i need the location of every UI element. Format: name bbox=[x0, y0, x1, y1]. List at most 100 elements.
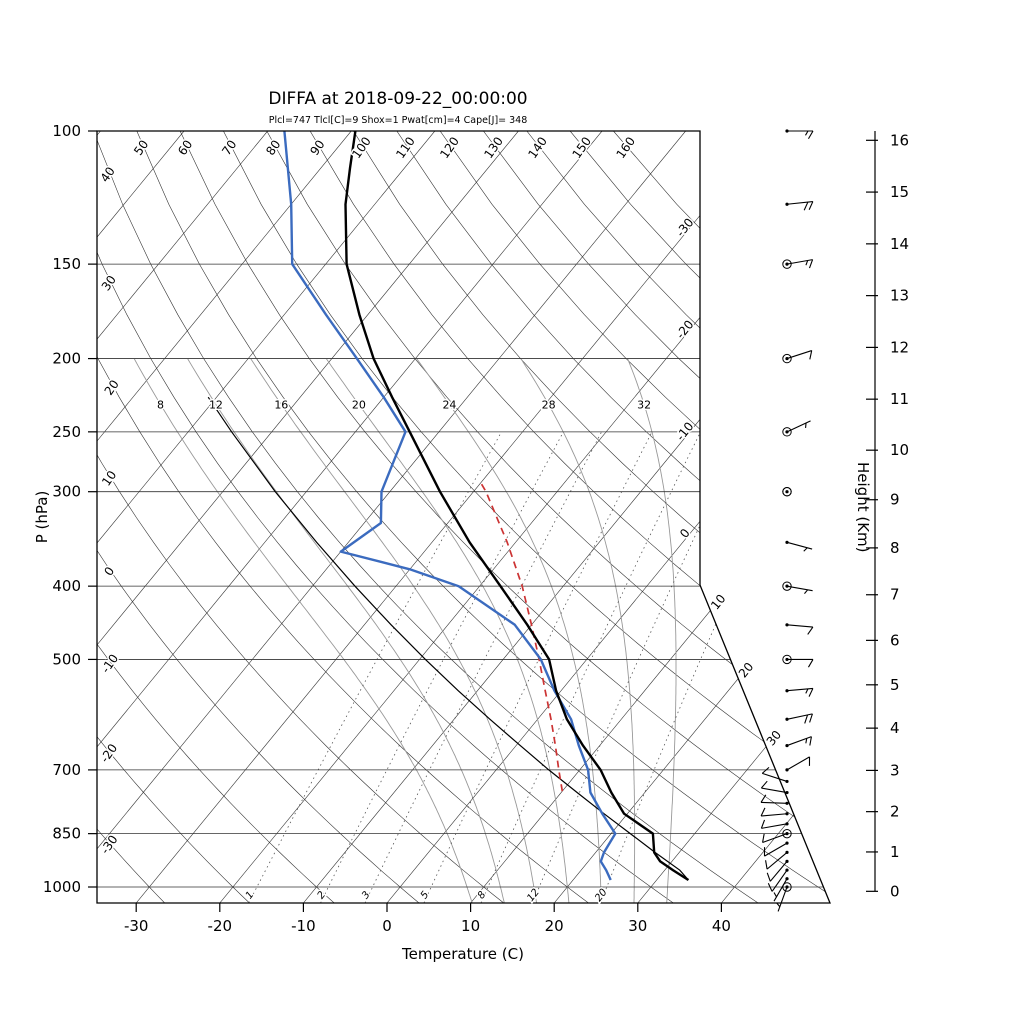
dry-adiabat-left-label: 40 bbox=[98, 164, 118, 185]
temperature-tick-label: 40 bbox=[712, 917, 731, 935]
wind-barb-shaft bbox=[787, 688, 813, 690]
mixing-ratio-label: 2 bbox=[316, 890, 329, 902]
pressure-tick-label: 200 bbox=[52, 350, 81, 368]
dry-adiabat-line bbox=[570, 131, 1024, 903]
temperature-tick-label: 0 bbox=[382, 917, 392, 935]
mixing-ratio-label: 3 bbox=[360, 890, 373, 902]
temperature-tick-label: 10 bbox=[461, 917, 480, 935]
dry-adiabat-top-label: 50 bbox=[131, 137, 151, 158]
moist-adiabat-label: 8 bbox=[157, 398, 164, 411]
height-tick-label: 12 bbox=[890, 338, 909, 356]
wind-barb-full bbox=[809, 260, 812, 268]
dry-adiabat-line bbox=[613, 131, 1024, 903]
wind-barb-shaft bbox=[763, 834, 787, 843]
isotherm-edge-label: 10 bbox=[708, 592, 728, 613]
wind-barb-shaft bbox=[787, 351, 812, 359]
temperature-tick-label: -20 bbox=[208, 917, 233, 935]
wind-barb-column bbox=[761, 129, 813, 911]
height-tick-label: 6 bbox=[890, 631, 900, 649]
isotherm-line bbox=[638, 131, 1024, 903]
dry-adiabat-left-label: 20 bbox=[102, 377, 122, 398]
temperature-curve bbox=[346, 131, 689, 880]
isotherm-line bbox=[0, 131, 184, 903]
height-tick-label: 13 bbox=[890, 287, 909, 305]
wind-barb-full bbox=[763, 834, 765, 843]
pressure-tick-label: 300 bbox=[52, 483, 81, 501]
moist-adiabat-line bbox=[521, 359, 635, 903]
height-tick-label: 3 bbox=[890, 761, 900, 779]
wind-barb-full bbox=[809, 688, 813, 696]
moist-adiabat-label: 16 bbox=[274, 398, 288, 411]
isotherm-edge-label: 30 bbox=[764, 728, 784, 749]
mixing-ratio-label: 5 bbox=[419, 890, 432, 902]
wind-barb-shaft bbox=[774, 879, 787, 902]
mixing-ratio-line bbox=[365, 432, 602, 903]
dry-adiabat-line bbox=[527, 131, 1024, 903]
dry-adiabat-top-label: 140 bbox=[525, 134, 550, 161]
wind-barb-full bbox=[766, 860, 768, 869]
height-tick-label: 2 bbox=[890, 803, 900, 821]
moist-adiabat-line bbox=[251, 359, 537, 903]
dry-adiabat-line bbox=[0, 131, 165, 903]
pressure-tick-label: 700 bbox=[52, 761, 81, 779]
wind-barb-shaft bbox=[787, 421, 811, 432]
dry-adiabat-top-label: 150 bbox=[569, 134, 594, 161]
pressure-tick-label: 400 bbox=[52, 577, 81, 595]
dry-adiabat-line bbox=[483, 131, 1024, 903]
wind-barb-full bbox=[805, 715, 808, 724]
wind-barb-shaft bbox=[761, 814, 787, 816]
wind-barb-shaft bbox=[787, 202, 813, 205]
dry-adiabat-line bbox=[440, 131, 1024, 903]
moist-adiabat-line bbox=[417, 359, 602, 903]
dry-adiabat-left-label: -20 bbox=[98, 741, 121, 765]
wind-barb-half bbox=[774, 893, 776, 897]
wind-barb-shaft bbox=[764, 843, 787, 856]
pressure-tick-label: 500 bbox=[52, 650, 81, 668]
dry-adiabat-top-label: 80 bbox=[263, 137, 283, 158]
plot-border bbox=[97, 131, 830, 903]
wind-barb-shaft bbox=[787, 757, 810, 770]
wind-barb-full bbox=[804, 202, 808, 210]
isotherm-line bbox=[0, 131, 435, 903]
wind-barb-full bbox=[761, 808, 765, 816]
mixing-ratio-line bbox=[321, 432, 564, 903]
dry-adiabat-top-label: 70 bbox=[219, 137, 239, 158]
dry-adiabat-top-label: 130 bbox=[481, 134, 506, 161]
mixing-ratio-line bbox=[601, 432, 802, 903]
isotherm-edge-label: 20 bbox=[736, 660, 756, 681]
wind-barb-full bbox=[808, 659, 813, 667]
sounding-curves bbox=[208, 131, 688, 880]
wind-barb-shaft bbox=[778, 887, 787, 911]
chart-params-line: Plcl=747 Tlcl[C]=9 Shox=1 Pwat[cm]=4 Cap… bbox=[269, 115, 528, 126]
mixing-ratio-label: 12 bbox=[525, 887, 542, 904]
height-axis-label: Height (Km) bbox=[854, 462, 872, 553]
height-tick-label: 1 bbox=[890, 843, 900, 861]
mixing-ratio-line bbox=[533, 432, 745, 903]
pressure-tick-label: 150 bbox=[52, 255, 81, 273]
mixing-ratio-line bbox=[481, 432, 701, 903]
isotherm-line bbox=[136, 131, 769, 903]
dewpoint-curve bbox=[284, 131, 615, 880]
wind-barb-full bbox=[809, 202, 813, 210]
dry-adiabat-line bbox=[50, 131, 673, 903]
height-tick-label: 10 bbox=[890, 441, 909, 459]
wind-barb-shaft bbox=[772, 870, 787, 891]
wind-station-dot bbox=[785, 490, 788, 493]
isotherm-line bbox=[0, 131, 518, 903]
dry-adiabat-line bbox=[7, 131, 589, 903]
height-tick-label: 7 bbox=[890, 586, 900, 604]
wind-barb-full bbox=[808, 131, 813, 139]
dry-adiabat-line bbox=[137, 131, 843, 903]
wind-barb-shaft bbox=[787, 625, 813, 627]
wind-barb-full bbox=[810, 351, 812, 360]
wind-barb-full bbox=[761, 820, 764, 828]
moist-adiabat-label: 20 bbox=[352, 398, 366, 411]
moist-adiabat-line bbox=[134, 359, 472, 903]
dry-adiabat-line bbox=[310, 131, 1024, 903]
moist-adiabat-label: 32 bbox=[637, 398, 651, 411]
wind-barb-shaft bbox=[761, 802, 787, 803]
moist-adiabat-line bbox=[188, 359, 505, 903]
height-tick-label: 11 bbox=[890, 390, 909, 408]
dry-adiabat-left-label: 10 bbox=[99, 468, 119, 489]
